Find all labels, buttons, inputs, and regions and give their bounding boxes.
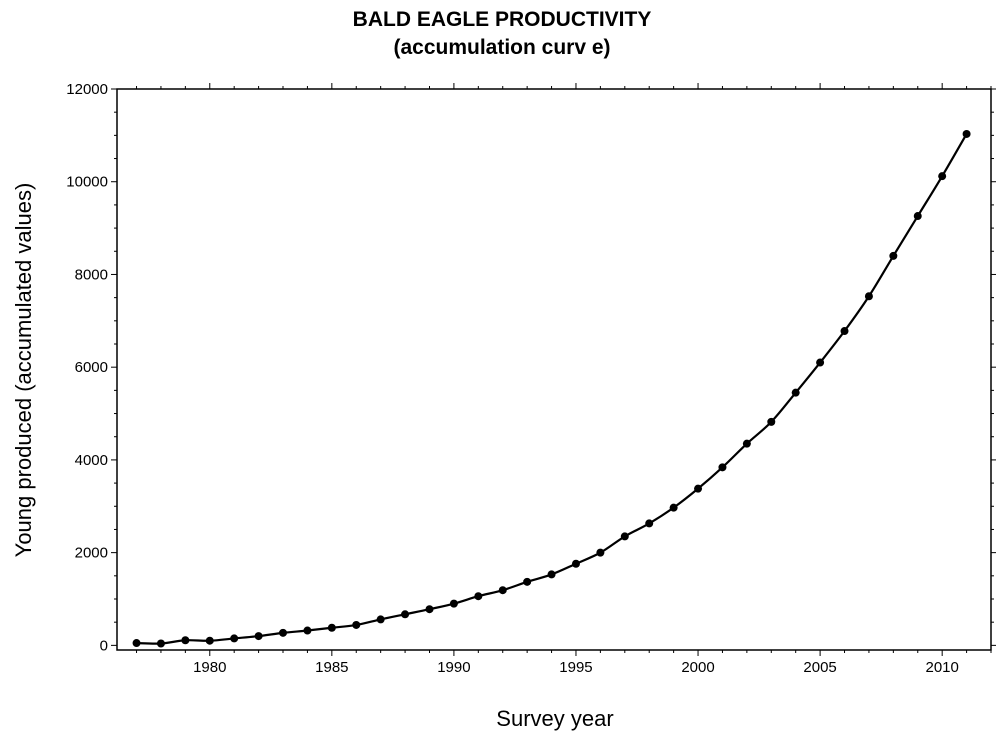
y-tick-label: 6000 <box>75 359 108 376</box>
data-point <box>303 626 312 635</box>
x-tick-label: 2005 <box>803 659 836 676</box>
data-point <box>864 292 873 301</box>
y-axis-label: Young produced (accumulated values) <box>11 183 36 558</box>
data-point <box>718 463 727 472</box>
series-points <box>132 129 971 648</box>
data-point <box>401 610 410 619</box>
x-tick-label: 2010 <box>925 659 958 676</box>
y-tick-label: 8000 <box>75 266 108 283</box>
data-point <box>791 388 800 397</box>
data-point <box>938 172 947 181</box>
data-point <box>742 439 751 448</box>
plot-frame <box>116 88 992 651</box>
series-line <box>136 133 968 645</box>
data-point <box>596 548 605 557</box>
y-tick-label: 4000 <box>75 452 108 469</box>
data-point <box>571 559 580 568</box>
data-point <box>181 636 190 645</box>
data-point <box>669 503 678 512</box>
data-point <box>327 623 336 632</box>
chart-title-line2: (accumulation curv e) <box>393 36 610 59</box>
data-point <box>620 532 629 541</box>
x-axis-ticks: 1980 1985 1990 1995 2000 2005 2010 <box>136 83 992 676</box>
y-tick-label: 2000 <box>75 545 108 562</box>
x-tick-label: 1985 <box>315 659 348 676</box>
y-tick-label: 10000 <box>66 174 108 191</box>
x-tick-label: 1980 <box>193 659 226 676</box>
x-tick-label: 2000 <box>681 659 714 676</box>
data-point <box>449 599 458 608</box>
data-point <box>205 636 214 645</box>
data-point <box>523 577 532 586</box>
data-point <box>645 519 654 528</box>
y-tick-label: 0 <box>100 637 108 654</box>
x-axis-label: Survey year <box>496 706 613 731</box>
data-point <box>547 570 556 579</box>
data-point <box>230 634 239 643</box>
data-point <box>376 615 385 624</box>
data-point <box>156 639 165 648</box>
data-point <box>254 632 263 641</box>
x-tick-label: 1995 <box>559 659 592 676</box>
data-point <box>767 417 776 426</box>
y-axis-ticks: 0 2000 4000 6000 8000 10000 12000 <box>66 81 996 654</box>
y-tick-label: 12000 <box>66 81 108 98</box>
data-point <box>816 358 825 367</box>
data-point <box>913 212 922 221</box>
x-tick-label: 1990 <box>437 659 470 676</box>
data-point <box>840 327 849 336</box>
data-point <box>694 484 703 493</box>
chart-title-line1: BALD EAGLE PRODUCTIVITY <box>353 8 652 31</box>
data-point <box>279 628 288 637</box>
data-point <box>889 251 898 260</box>
data-point <box>498 586 507 595</box>
data-point <box>352 620 361 629</box>
data-point <box>474 592 483 601</box>
data-point <box>132 639 141 648</box>
data-point <box>425 605 434 614</box>
data-point <box>962 129 971 138</box>
